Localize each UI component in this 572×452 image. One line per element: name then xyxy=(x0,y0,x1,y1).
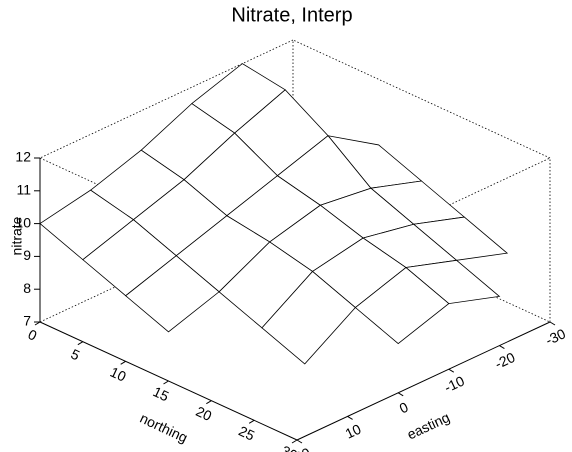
y-tick-label: -20 xyxy=(492,349,517,372)
x-tick-label: 10 xyxy=(108,364,129,385)
surface-patch xyxy=(354,267,450,345)
box-edge xyxy=(39,39,294,159)
x-tick xyxy=(163,380,169,385)
x-tick-label: 15 xyxy=(151,383,172,404)
z-tick-label: 12 xyxy=(15,149,31,165)
y-tick xyxy=(347,415,353,420)
y-tick xyxy=(549,321,556,326)
x-tick-label: 30 xyxy=(279,442,300,452)
box-edge xyxy=(292,39,551,159)
y-tick xyxy=(296,439,303,444)
z-tick-label: 7 xyxy=(23,313,31,329)
x-tick-label: 20 xyxy=(193,403,214,424)
z-tick-label: 9 xyxy=(23,247,31,263)
y-tick-label: -30 xyxy=(543,325,568,348)
x-tick xyxy=(120,360,126,365)
surface-patch xyxy=(125,255,220,333)
y-axis xyxy=(296,321,551,441)
y-axis-label: easting xyxy=(404,409,452,443)
y-tick xyxy=(448,368,455,373)
x-tick-label: 5 xyxy=(68,346,82,364)
x-axis-label: northing xyxy=(138,410,191,446)
y-tick-label: 0 xyxy=(397,399,411,417)
y-tick xyxy=(397,392,404,397)
y-tick-label: 20 xyxy=(292,444,313,452)
x-tick xyxy=(206,400,212,405)
y-tick-label: 10 xyxy=(343,421,364,442)
z-axis-label: nitrate xyxy=(9,216,25,255)
y-tick xyxy=(499,345,505,350)
z-tick-label: 11 xyxy=(16,182,31,198)
x-tick xyxy=(291,439,298,444)
chart-title: Nitrate, Interp xyxy=(231,4,352,26)
box-edge xyxy=(39,203,294,323)
surface-patch xyxy=(261,270,356,365)
z-tick-label: 10 xyxy=(15,214,31,230)
x-tick xyxy=(248,419,255,424)
x-tick-label: 25 xyxy=(236,423,257,444)
x-tick xyxy=(77,341,84,346)
z-tick-label: 8 xyxy=(23,280,31,296)
y-tick-label: -10 xyxy=(442,372,467,395)
